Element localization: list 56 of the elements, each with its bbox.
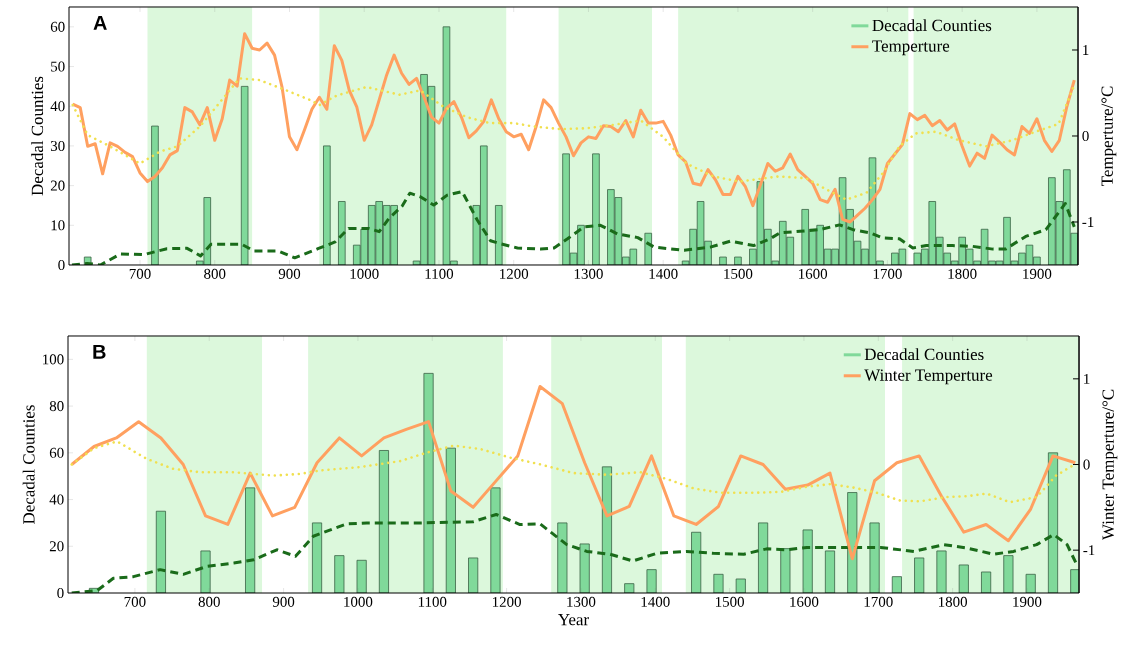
x-tick-label: 1600 <box>790 596 819 607</box>
x-tick-label: 900 <box>272 596 295 607</box>
x-tick-label: 1500 <box>724 268 753 279</box>
y-tick-label: 50 <box>51 61 65 72</box>
x-tick-label: 1300 <box>574 268 603 279</box>
y-tick-label: 10 <box>51 220 65 231</box>
x-tick-label: 1900 <box>1023 268 1052 279</box>
x-tick-label: 1200 <box>492 596 521 607</box>
x-tick-label: 700 <box>129 268 151 279</box>
x-tick-label: 1100 <box>418 596 447 607</box>
y-axis-title: Decadal Counties <box>31 76 44 196</box>
x-tick-label: 1900 <box>1013 596 1042 607</box>
y-tick-label: 60 <box>50 21 65 32</box>
x-tick-label: 700 <box>124 596 146 607</box>
x-tick-label: 1400 <box>641 596 670 607</box>
y-tick-label: 80 <box>49 401 64 412</box>
y-axis-title: Decadal Counties <box>22 405 35 524</box>
y-tick-label: 0 <box>58 259 65 271</box>
y2-tick-label: 0 <box>1083 459 1090 470</box>
y2-axis-title: Winter Temperture/°C <box>1102 389 1118 541</box>
y-tick-label: 0 <box>57 587 64 599</box>
y2-tick-label: -1 <box>1083 545 1095 556</box>
x-tick-label: 900 <box>278 268 301 279</box>
y2-tick-label: 0 <box>1082 130 1089 142</box>
x-tick-label: 1000 <box>350 268 379 279</box>
x-tick-label: 1500 <box>715 596 744 607</box>
x-tick-label: 800 <box>204 268 226 279</box>
x-tick-label: 1300 <box>567 596 596 607</box>
x-tick-label: 1600 <box>799 268 828 279</box>
y-tick-label: 100 <box>43 354 64 365</box>
chart-title: B <box>93 344 106 359</box>
y-tick-label: 20 <box>49 541 64 552</box>
x-tick-label: 1200 <box>500 268 529 279</box>
x-tick-label: 1800 <box>939 596 968 607</box>
chart-title: A <box>93 15 107 30</box>
x-tick-label: 1000 <box>344 596 373 607</box>
x-tick-label: 1400 <box>649 268 678 279</box>
legend-label: Winter Temperture <box>864 369 993 385</box>
y-tick-label: 40 <box>49 494 64 505</box>
x-tick-label: 1100 <box>425 268 454 279</box>
y2-axis-title: Temperture/°C <box>1101 86 1117 186</box>
legend-label: Decadal Counties <box>872 19 992 32</box>
x-tick-label: 1700 <box>864 596 893 607</box>
x-tick-label: 1800 <box>948 268 977 279</box>
x-tick-label: 800 <box>198 596 220 607</box>
y-tick-label: 60 <box>49 447 64 458</box>
y2-tick-label: 1 <box>1084 373 1090 384</box>
y-tick-label: 30 <box>50 140 65 151</box>
y2-tick-label: 1 <box>1083 45 1089 55</box>
legend-label: Temperture <box>872 40 950 56</box>
x-tick-label: 1700 <box>873 268 902 279</box>
x-axis-title: Year <box>558 614 589 626</box>
legend-label: Decadal Counties <box>864 348 984 361</box>
y-tick-label: 20 <box>50 180 65 191</box>
y2-tick-label: -1 <box>1082 217 1094 227</box>
y-tick-label: 40 <box>50 101 65 112</box>
